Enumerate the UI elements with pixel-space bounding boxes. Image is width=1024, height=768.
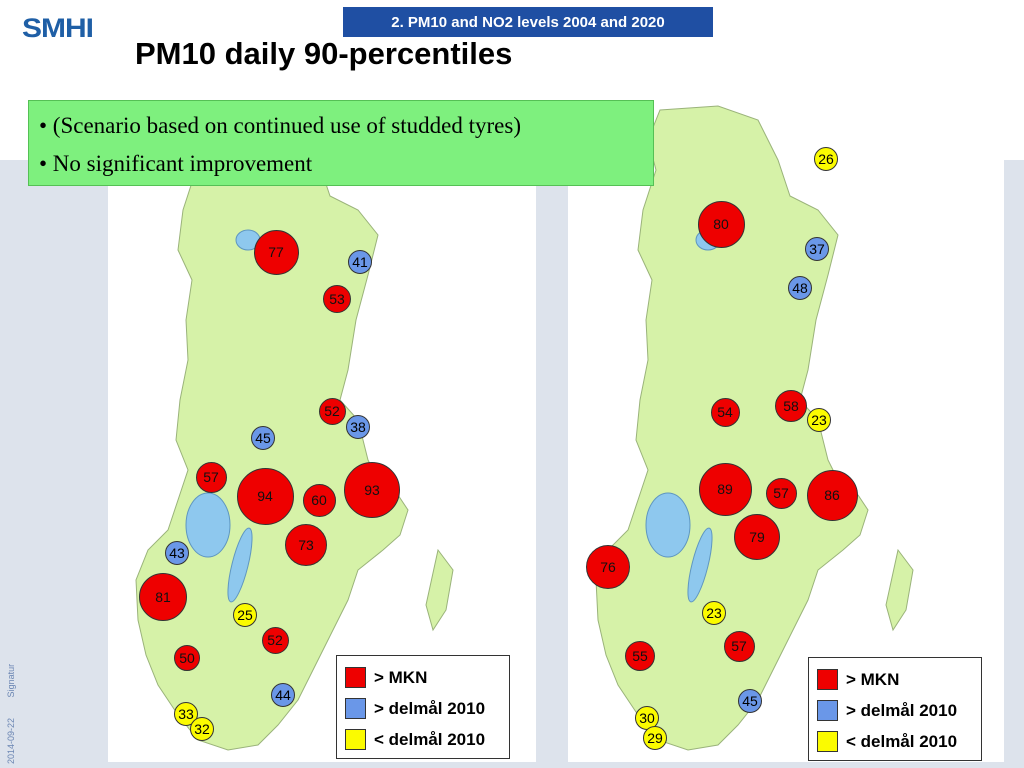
left-station-marker-5: 38 — [346, 415, 370, 439]
right-station-marker-16: 45 — [738, 689, 762, 713]
left-station-marker-7: 57 — [195, 461, 227, 493]
left-station-marker-3: 53 — [323, 285, 351, 313]
left-legend-label: > delmål 2010 — [374, 698, 486, 718]
legend-right: > MKN > delmål 2010 < delmål 2010 — [808, 657, 982, 761]
left-station-marker-13: 81 — [139, 573, 187, 621]
left-legend-swatch — [345, 698, 366, 719]
left-legend-swatch — [345, 729, 366, 750]
left-legend-label: > MKN — [374, 667, 428, 687]
left-station-marker-2: 41 — [348, 250, 372, 274]
right-legend-label: > delmål 2010 — [846, 700, 958, 720]
right-legend-swatch — [817, 700, 838, 721]
left-legend-item-3: < delmål 2010 — [345, 724, 501, 755]
left-station-marker-16: 50 — [174, 645, 200, 671]
map-2004: > MKN > delmål 2010 < delmål 2010 77 41 53 52… — [108, 100, 536, 762]
footer-date: 2014-09-22 — [6, 717, 16, 764]
right-station-marker-8: 89 — [698, 462, 752, 516]
right-station-marker-14: 57 — [723, 630, 755, 662]
footer-signature: Signatur — [6, 663, 16, 698]
right-legend-item-1: > MKN — [817, 664, 973, 695]
sweden-map-left — [135, 105, 454, 751]
left-legend-item-1: > MKN — [345, 662, 501, 693]
right-legend-item-3: < delmål 2010 — [817, 726, 973, 757]
note-box: • (Scenario based on continued use of st… — [28, 100, 654, 186]
section-tab: 2. PM10 and NO2 levels 2004 and 2020 — [343, 7, 713, 37]
right-station-marker-11: 79 — [734, 514, 780, 560]
right-legend-swatch — [817, 669, 838, 690]
map-2020: > MKN > delmål 2010 < delmål 2010 26 80 37 48… — [568, 100, 1004, 762]
right-station-marker-2: 80 — [697, 200, 745, 248]
left-station-marker-8: 94 — [236, 467, 294, 525]
left-station-marker-10: 93 — [344, 462, 400, 518]
right-station-marker-3: 37 — [805, 237, 829, 261]
page-title: PM10 daily 90-percentiles — [135, 36, 513, 71]
right-station-marker-7: 23 — [807, 408, 831, 432]
note-line-2: • No significant improvement — [39, 151, 313, 176]
note-line-1: • (Scenario based on continued use of st… — [39, 113, 521, 138]
right-station-marker-18: 29 — [643, 726, 667, 750]
left-legend-label: < delmål 2010 — [374, 729, 486, 749]
right-legend-item-2: > delmål 2010 — [817, 695, 973, 726]
right-legend-swatch — [817, 731, 838, 752]
left-station-marker-12: 43 — [165, 541, 189, 565]
right-legend-label: > MKN — [846, 669, 900, 689]
right-station-marker-5: 58 — [775, 390, 807, 422]
left-legend-item-2: > delmål 2010 — [345, 693, 501, 724]
left-station-marker-6: 45 — [251, 426, 275, 450]
left-station-marker-19: 32 — [190, 717, 214, 741]
right-station-marker-15: 55 — [625, 641, 655, 671]
left-station-marker-9: 60 — [302, 483, 336, 517]
left-station-marker-15: 52 — [261, 626, 289, 654]
right-station-marker-9: 57 — [765, 477, 797, 509]
right-station-marker-1: 26 — [814, 147, 838, 171]
right-station-marker-6: 54 — [710, 397, 740, 427]
left-station-marker-14: 25 — [233, 603, 257, 627]
left-station-marker-1: 77 — [253, 229, 299, 275]
legend-left: > MKN > delmål 2010 < delmål 2010 — [336, 655, 510, 759]
smhi-logo: SMHI — [22, 13, 94, 44]
right-station-marker-4: 48 — [788, 276, 812, 300]
right-station-marker-10: 86 — [806, 469, 858, 521]
left-legend-swatch — [345, 667, 366, 688]
left-station-marker-4: 52 — [318, 397, 346, 425]
right-legend-label: < delmål 2010 — [846, 731, 958, 751]
right-station-marker-13: 23 — [702, 601, 726, 625]
right-station-marker-17: 30 — [635, 706, 659, 730]
right-station-marker-12: 76 — [586, 545, 630, 589]
left-station-marker-17: 44 — [271, 683, 295, 707]
left-station-marker-11: 73 — [285, 524, 327, 566]
side-footer: 2014-09-22 Signatur — [6, 646, 16, 764]
